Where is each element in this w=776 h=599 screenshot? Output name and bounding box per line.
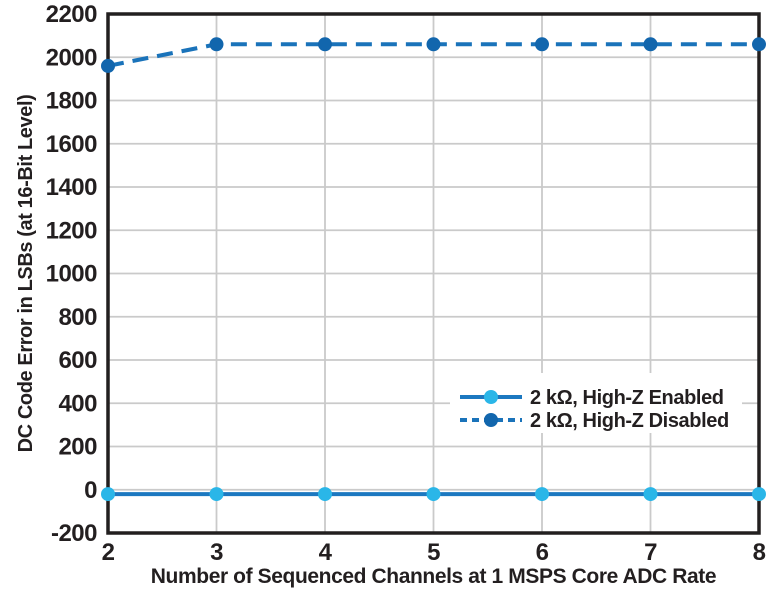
y-tick-label: 1800 <box>46 88 98 115</box>
y-tick-label: -200 <box>51 520 97 547</box>
y-tick-label: 0 <box>84 477 97 504</box>
data-point <box>535 37 549 52</box>
data-point <box>752 37 766 52</box>
x-tick-label: 6 <box>536 539 549 566</box>
data-point <box>752 487 766 502</box>
y-tick-label: 1000 <box>46 261 98 288</box>
data-point <box>209 487 224 502</box>
data-point <box>426 487 441 502</box>
data-point <box>426 37 441 52</box>
x-tick-label: 2 <box>102 539 115 566</box>
legend-swatch-marker <box>484 390 498 404</box>
data-point <box>101 58 115 73</box>
x-tick-label: 4 <box>319 539 333 566</box>
legend-label: 2 kΩ, High-Z Disabled <box>530 410 729 432</box>
data-point <box>643 37 658 52</box>
y-tick-label: 2000 <box>46 44 98 71</box>
y-tick-label: 800 <box>58 304 97 331</box>
plot-frame <box>106 12 761 535</box>
y-tick-label: 200 <box>58 434 97 461</box>
y-tick-label: 2200 <box>46 1 98 28</box>
y-tick-label: 1400 <box>46 174 98 201</box>
x-tick-label: 8 <box>753 539 766 566</box>
y-tick-label: 1600 <box>46 131 98 158</box>
y-tick-label: 1200 <box>46 217 98 244</box>
x-axis-title: Number of Sequenced Channels at 1 MSPS C… <box>150 565 717 588</box>
legend-swatch-marker <box>484 413 498 427</box>
data-point <box>318 37 332 52</box>
data-point <box>643 487 658 502</box>
x-tick-label: 5 <box>427 539 440 566</box>
data-point <box>209 37 224 52</box>
legend-label: 2 kΩ, High-Z Enabled <box>530 387 724 409</box>
x-tick-label: 3 <box>210 539 223 566</box>
legend-box <box>450 373 742 433</box>
x-tick-label: 7 <box>644 539 657 566</box>
y-axis-title: DC Code Error in LSBs (at 16-Bit Level) <box>14 94 37 453</box>
data-point <box>101 487 115 502</box>
y-tick-label: 600 <box>58 347 97 374</box>
data-point <box>318 487 332 502</box>
y-tick-label: 400 <box>58 390 97 417</box>
data-point <box>535 487 549 502</box>
